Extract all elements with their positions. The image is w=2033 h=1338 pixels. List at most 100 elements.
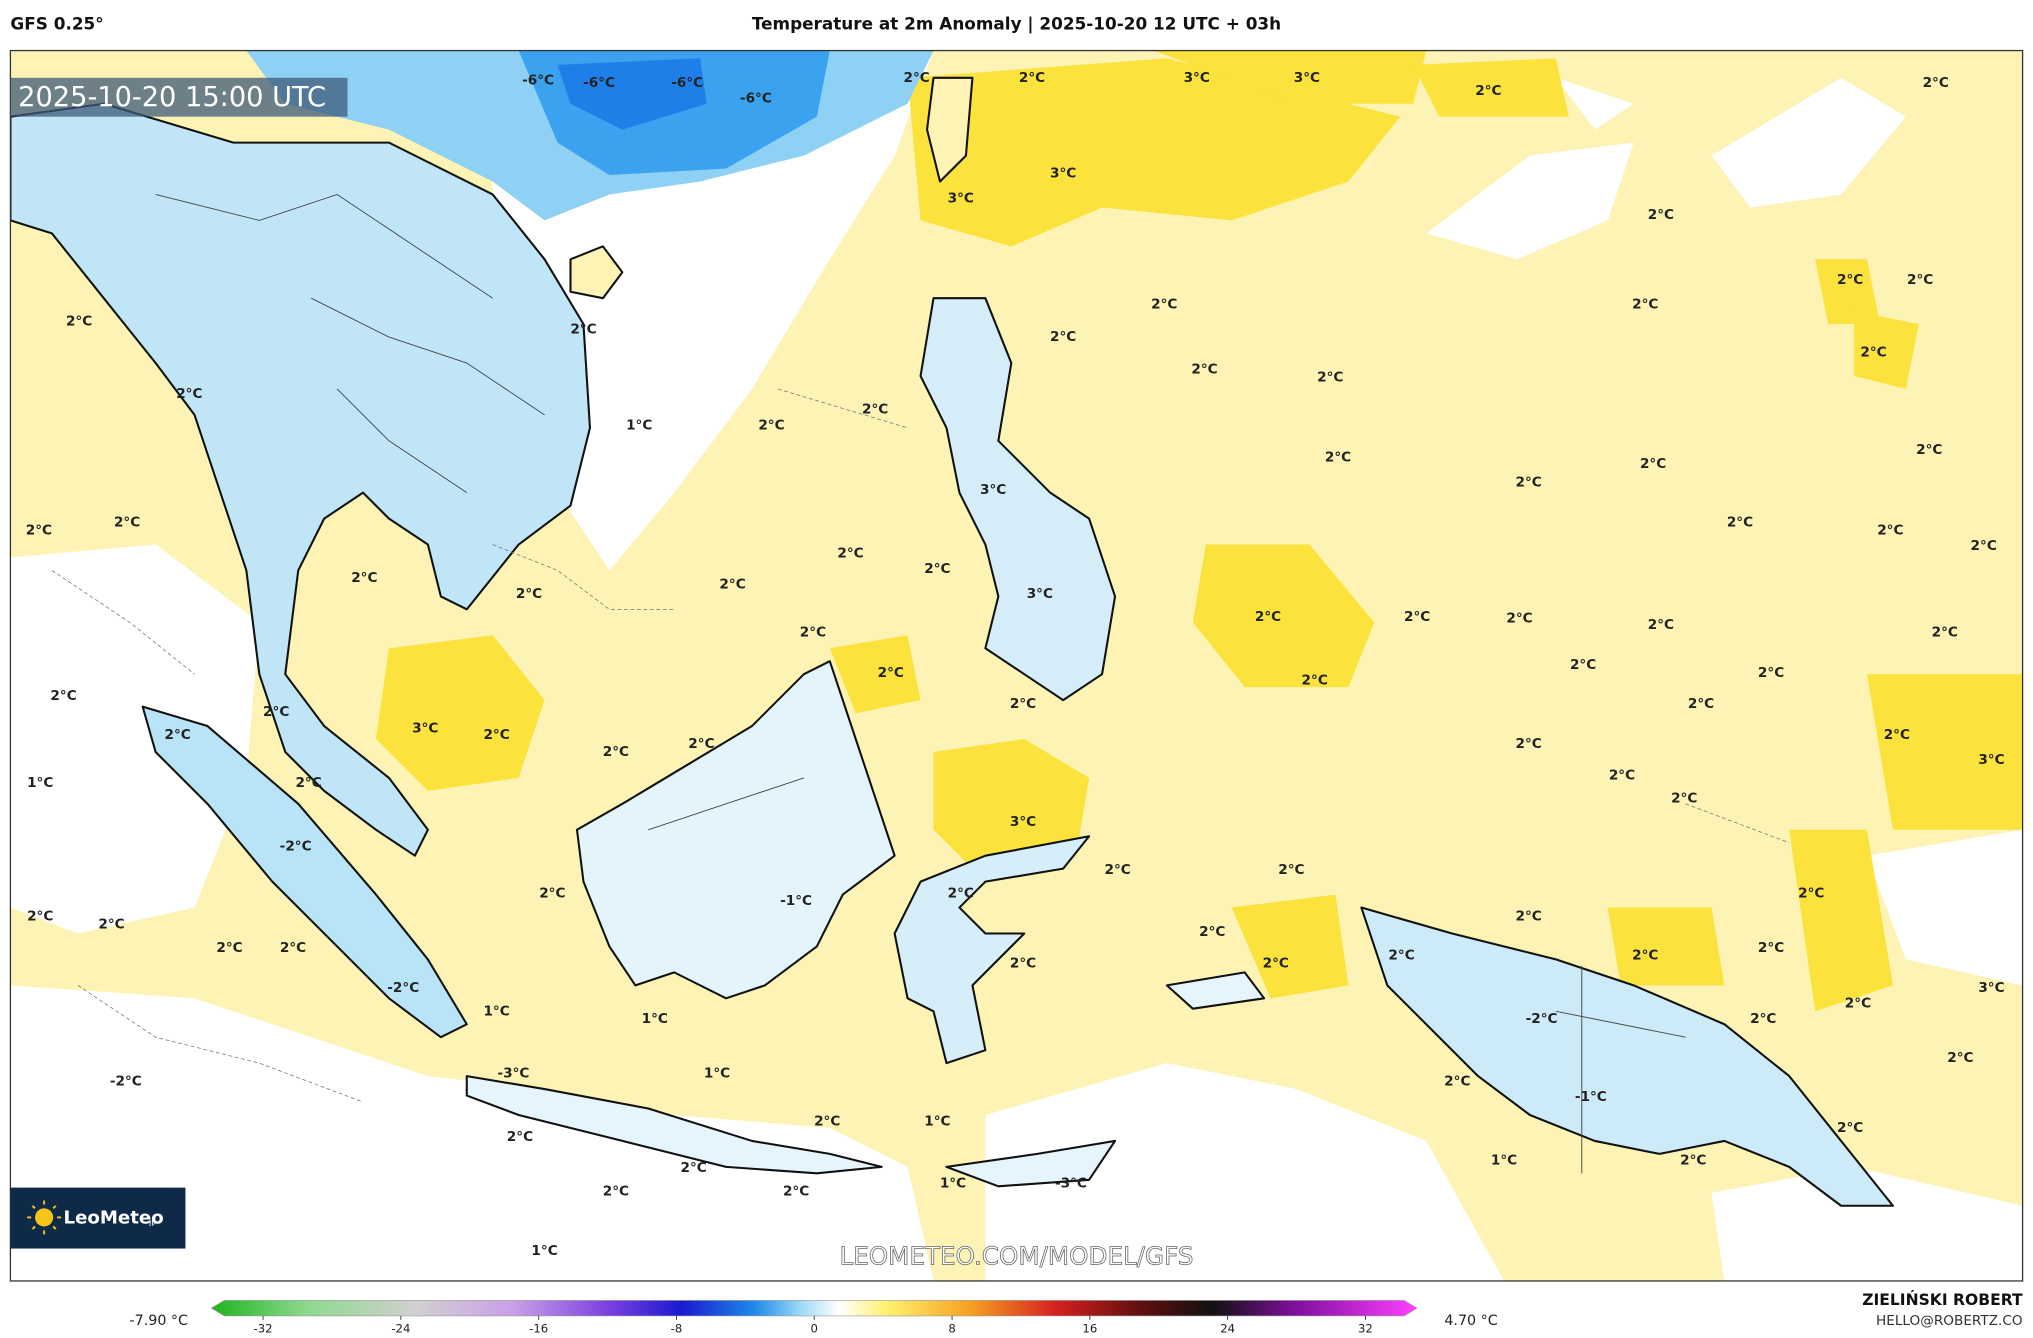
contour-label: 2°C [1278,862,1304,878]
contour-label: 2°C [814,1113,840,1129]
contour-label: 1°C [483,1003,509,1019]
contour-label: 2°C [216,940,242,956]
contour-label: -2°C [1526,1011,1558,1027]
colorbar-tick-label: -24 [391,1321,410,1335]
logo-suffix: jp [148,1218,156,1227]
contour-label: -1°C [1575,1089,1607,1105]
contour-label: 2°C [1971,538,1997,554]
contour-label: -6°C [522,72,554,88]
contour-label: 2°C [1648,617,1674,633]
contour-label: 2°C [1515,909,1541,925]
contour-label: 2°C [1758,940,1784,956]
logo-sun [35,1208,54,1227]
contour-label: 3°C [1184,70,1210,86]
contour-label: 2°C [1837,272,1863,288]
contour-label: 2°C [758,417,784,433]
contour-label: 2°C [1845,996,1871,1012]
watermark: LEOMETEO.COM/MODEL/GFS [839,1242,1193,1271]
contour-label: 2°C [1010,955,1036,971]
contour-label: 2°C [1640,456,1666,472]
contour-label: 2°C [114,514,140,530]
contour-label: 2°C [1727,514,1753,530]
colorbar-tick-label: -16 [529,1321,548,1335]
timestamp-box [10,77,348,117]
contour-label: 2°C [263,704,289,720]
contour-label: 3°C [980,482,1006,498]
contour-label: -6°C [671,75,703,91]
contour-label: 2°C [1916,442,1942,458]
contour-label: 1°C [642,1011,668,1027]
contour-label: 2°C [176,386,202,402]
timestamp: 2025-10-20 15:00 UTC [18,82,326,113]
contour-label: 2°C [1263,955,1289,971]
contour-label: 3°C [1010,814,1036,830]
contour-label: 2°C [50,688,76,704]
contour-label: 2°C [1609,767,1635,783]
contour-label: 1°C [27,775,53,791]
contour-label: 2°C [280,940,306,956]
contour-label: 2°C [1884,727,1910,743]
contour-label: 2°C [1750,1011,1776,1027]
contour-label: 2°C [295,775,321,791]
contour-label: 2°C [1325,450,1351,466]
author-name: ZIELIŃSKI ROBERT [1862,1290,2023,1309]
contour-label: 2°C [539,885,565,901]
colorbar-tick-label: 32 [1358,1321,1373,1335]
contour-label: 2°C [1515,736,1541,752]
logo-text: LeoMeteo [64,1208,164,1229]
contour-label: 3°C [1978,980,2004,996]
contour-label: 3°C [1050,166,1076,182]
contour-label: 2°C [837,546,863,562]
contour-label: 2°C [688,736,714,752]
contour-label: 2°C [26,522,52,538]
contour-label: 2°C [603,1183,629,1199]
colorbar: -7.90 °C 4.70 °C -32 -24 -16 -8 0 8 16 24 32 [130,1300,1498,1335]
contour-label: 2°C [1444,1073,1470,1089]
contour-label: 2°C [165,727,191,743]
contour-label: 2°C [1680,1152,1706,1168]
logo-rays [27,1200,61,1235]
contour-label: 2°C [878,665,904,681]
model-name: GFS 0.25° [10,14,103,34]
neutral-areas [10,50,2023,1281]
contour-label: 2°C [1837,1120,1863,1136]
contour-label: 2°C [904,70,930,86]
contour-label: 2°C [27,909,53,925]
contour-label: 2°C [1671,791,1697,807]
contour-label: 2°C [1860,345,1886,361]
colorbar-tick-label: 0 [811,1321,818,1335]
contour-label: 1°C [704,1066,730,1082]
contour-label: 2°C [570,321,596,337]
contour-label: 2°C [1388,948,1414,964]
contour-label: 2°C [1632,948,1658,964]
contour-label: 2°C [1907,272,1933,288]
borders [51,193,1790,1174]
contour-label: 2°C [1877,522,1903,538]
contour-label: 2°C [1570,657,1596,673]
contour-label: 2°C [603,744,629,760]
colorbar-tick-label: 16 [1082,1321,1097,1335]
contour-label: 2°C [516,586,542,602]
contour-label: 2°C [507,1129,533,1145]
contour-label: -2°C [110,1073,142,1089]
contour-label: 2°C [1475,83,1501,99]
contour-label: 2°C [681,1160,707,1176]
contour-label: 1°C [924,1113,950,1129]
colorbar-tick-label: -32 [254,1321,273,1335]
contour-label: 3°C [1978,752,2004,768]
contour-label: 2°C [783,1183,809,1199]
contour-label: 2°C [948,885,974,901]
contour-label: 3°C [412,721,438,737]
map [10,50,2023,1281]
contour-label: 2°C [1404,609,1430,625]
colorbar-max-label: 4.70 °C [1444,1313,1497,1329]
cold-areas [10,50,1894,1207]
contour-label: 1°C [626,417,652,433]
contour-label: 2°C [800,625,826,641]
contour-label: -3°C [1055,1176,1087,1192]
contour-labels: -6°C -6°C -6°C -6°C 2°C 2°C 3°C 3°C 2°C 2°C 3°C 3°C… [26,70,2005,1259]
contour-label: 2°C [1317,369,1343,385]
contour-label: 2°C [1050,329,1076,345]
